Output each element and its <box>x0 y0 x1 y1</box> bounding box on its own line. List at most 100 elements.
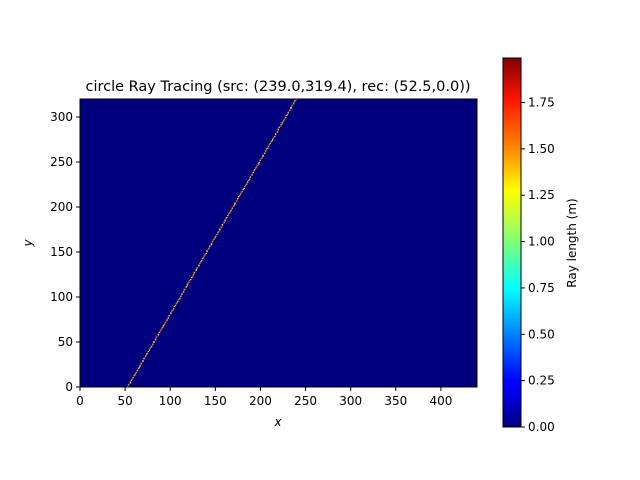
ray-cell <box>250 175 252 177</box>
ray-cell <box>291 105 293 107</box>
ray-cell <box>209 246 211 248</box>
ray-cell <box>193 271 196 273</box>
ray-cell <box>133 375 135 377</box>
ray-cell <box>260 158 262 160</box>
ray-cell <box>287 112 289 114</box>
ray-cell-short <box>248 180 250 181</box>
ray-cell <box>275 132 278 134</box>
ray-cell <box>172 308 175 310</box>
y-tick-label: 150 <box>50 245 73 259</box>
ray-cell <box>274 134 277 135</box>
ray-cell <box>158 332 160 333</box>
colorbar-tick-label: 1.75 <box>528 96 555 110</box>
ray-cell <box>178 298 180 300</box>
colorbar: 0.00 0.25 0.50 0.75 1.00 1.25 1.50 1.75 Ray len… <box>502 57 579 434</box>
ray-cell <box>154 339 157 341</box>
ray-cell <box>265 148 268 150</box>
ray-cell <box>211 242 214 243</box>
ray-cell <box>202 257 205 259</box>
ray-cell <box>210 243 213 245</box>
ray-cell <box>279 126 281 127</box>
ray-cell <box>215 234 217 236</box>
ray-cell <box>139 365 141 367</box>
y-axis-label: y <box>21 239 35 248</box>
ray-cell <box>163 323 166 324</box>
ray-cell-short <box>290 107 292 108</box>
ray-cell <box>139 364 141 366</box>
ray-cell <box>135 371 138 373</box>
ray-cell <box>127 384 130 386</box>
ray-cell-short <box>134 374 136 376</box>
ray-cell-short <box>149 350 151 351</box>
ray-cell <box>221 225 224 226</box>
ray-cell-short <box>153 342 155 343</box>
ray-cell <box>271 140 273 142</box>
ray-cell <box>248 178 251 180</box>
x-tick-label: 350 <box>384 394 407 408</box>
ray-cell <box>185 286 188 288</box>
ray-cell <box>130 379 132 381</box>
y-tick-label: 0 <box>65 380 73 394</box>
ray-cell <box>190 277 193 279</box>
ray-cell-short <box>262 155 264 157</box>
ray-cell <box>293 100 296 102</box>
ray-cell <box>177 300 179 302</box>
ray-cell <box>162 326 164 328</box>
ray-cell <box>258 161 261 162</box>
ray-cell <box>204 253 206 255</box>
ray-cell <box>230 209 233 211</box>
ray-cell <box>223 222 225 224</box>
ray-cell <box>164 321 167 323</box>
ray-cell <box>131 378 133 380</box>
ray-cell <box>253 171 255 172</box>
ray-cell-short <box>200 261 202 262</box>
ray-cell <box>270 141 272 143</box>
ray-cell <box>186 284 188 286</box>
ray-cell <box>217 232 219 234</box>
ray-cell <box>283 119 285 121</box>
x-axis: 0 50 100 150 200 250 300 350 400 <box>76 387 452 408</box>
ray-cell <box>234 202 236 204</box>
ray-cell <box>140 362 142 364</box>
x-tick-label: 300 <box>339 394 362 408</box>
ray-cell <box>174 304 177 306</box>
ray-cell <box>255 168 257 170</box>
chart-title: circle Ray Tracing (src: (239.0,319.4), … <box>85 79 470 95</box>
ray-cell <box>236 199 238 201</box>
ray-cell <box>246 182 248 184</box>
ray-cell <box>209 245 211 247</box>
ray-cell <box>292 103 295 105</box>
ray-cell <box>233 205 235 207</box>
ray-cell <box>174 305 177 306</box>
ray-cell <box>248 179 251 180</box>
ray-cell <box>141 361 143 363</box>
ray-cell <box>254 169 256 171</box>
ray-cell <box>163 324 165 326</box>
ray-cell <box>148 349 151 351</box>
ray-cell <box>183 288 186 290</box>
ray-cell <box>188 281 190 283</box>
ray-cell-short <box>238 196 240 198</box>
ray-cell <box>145 353 148 355</box>
ray-cell <box>231 207 234 208</box>
ray-cell <box>159 331 161 333</box>
ray-cell <box>272 137 274 139</box>
ray-cell <box>278 127 280 129</box>
ray-cell <box>172 307 175 309</box>
ray-cell <box>268 144 271 145</box>
ray-cell <box>224 219 226 221</box>
ray-cell <box>284 116 287 117</box>
ray-cell <box>195 270 197 271</box>
ray-cell-short <box>286 115 288 117</box>
ray-cell <box>157 334 160 336</box>
ray-cell <box>211 241 214 243</box>
ray-cell <box>198 264 200 266</box>
ray-cell <box>194 270 197 272</box>
ray-cell <box>280 125 282 126</box>
ray-cell <box>189 279 191 281</box>
ray-cell <box>170 312 172 314</box>
ray-cell <box>146 351 149 353</box>
ray-cell <box>151 345 153 347</box>
ray-cell-short <box>225 220 226 222</box>
